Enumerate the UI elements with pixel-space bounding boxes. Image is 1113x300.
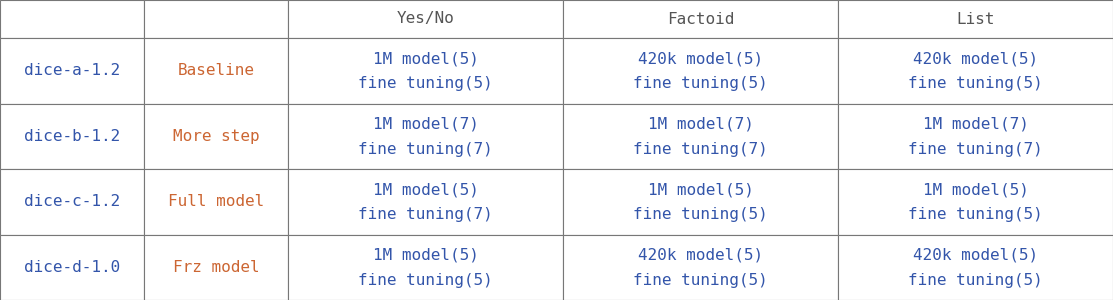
Text: 1M model(7): 1M model(7) [648, 117, 754, 132]
Text: List: List [956, 11, 995, 26]
Bar [144, 0, 288, 38]
Text: fine tuning(5): fine tuning(5) [633, 207, 768, 222]
Text: Full model: Full model [168, 194, 264, 209]
Text: Factoid: Factoid [667, 11, 735, 26]
Bar [563, 235, 838, 300]
Text: 420k model(5): 420k model(5) [638, 52, 764, 67]
Text: fine tuning(7): fine tuning(7) [633, 142, 768, 157]
Bar [838, 0, 1113, 38]
Bar [144, 38, 288, 104]
Bar [288, 0, 563, 38]
Bar [144, 103, 288, 169]
Bar [288, 38, 563, 104]
Bar [563, 103, 838, 169]
Text: 420k model(5): 420k model(5) [913, 248, 1038, 263]
Bar [838, 169, 1113, 235]
Text: fine tuning(7): fine tuning(7) [358, 207, 493, 222]
Bar [0, 0, 144, 38]
Text: More step: More step [173, 129, 259, 144]
Text: Yes/No: Yes/No [396, 11, 454, 26]
Text: 1M model(7): 1M model(7) [373, 117, 479, 132]
Text: 1M model(5): 1M model(5) [373, 248, 479, 263]
Bar [0, 169, 144, 235]
Text: dice-a-1.2: dice-a-1.2 [23, 63, 120, 78]
Text: fine tuning(5): fine tuning(5) [908, 207, 1043, 222]
Bar [838, 103, 1113, 169]
Text: fine tuning(5): fine tuning(5) [633, 76, 768, 91]
Bar [144, 235, 288, 300]
Text: dice-c-1.2: dice-c-1.2 [23, 194, 120, 209]
Text: fine tuning(5): fine tuning(5) [358, 273, 493, 288]
Text: fine tuning(5): fine tuning(5) [908, 273, 1043, 288]
Bar [563, 0, 838, 38]
Bar [838, 38, 1113, 104]
Text: fine tuning(7): fine tuning(7) [358, 142, 493, 157]
Bar [0, 38, 144, 104]
Bar [563, 38, 838, 104]
Bar [288, 235, 563, 300]
Text: 1M model(5): 1M model(5) [923, 182, 1028, 197]
Text: 1M model(5): 1M model(5) [373, 52, 479, 67]
Bar [144, 169, 288, 235]
Bar [0, 103, 144, 169]
Text: Baseline: Baseline [177, 63, 255, 78]
Text: fine tuning(5): fine tuning(5) [908, 76, 1043, 91]
Bar [838, 235, 1113, 300]
Text: 1M model(5): 1M model(5) [373, 182, 479, 197]
Text: 1M model(5): 1M model(5) [648, 182, 754, 197]
Text: 420k model(5): 420k model(5) [638, 248, 764, 263]
Text: Frz model: Frz model [173, 260, 259, 275]
Bar [0, 235, 144, 300]
Text: dice-d-1.0: dice-d-1.0 [23, 260, 120, 275]
Text: dice-b-1.2: dice-b-1.2 [23, 129, 120, 144]
Bar [288, 103, 563, 169]
Text: fine tuning(7): fine tuning(7) [908, 142, 1043, 157]
Text: 1M model(7): 1M model(7) [923, 117, 1028, 132]
Bar [563, 169, 838, 235]
Text: fine tuning(5): fine tuning(5) [358, 76, 493, 91]
Bar [288, 169, 563, 235]
Text: 420k model(5): 420k model(5) [913, 52, 1038, 67]
Text: fine tuning(5): fine tuning(5) [633, 273, 768, 288]
